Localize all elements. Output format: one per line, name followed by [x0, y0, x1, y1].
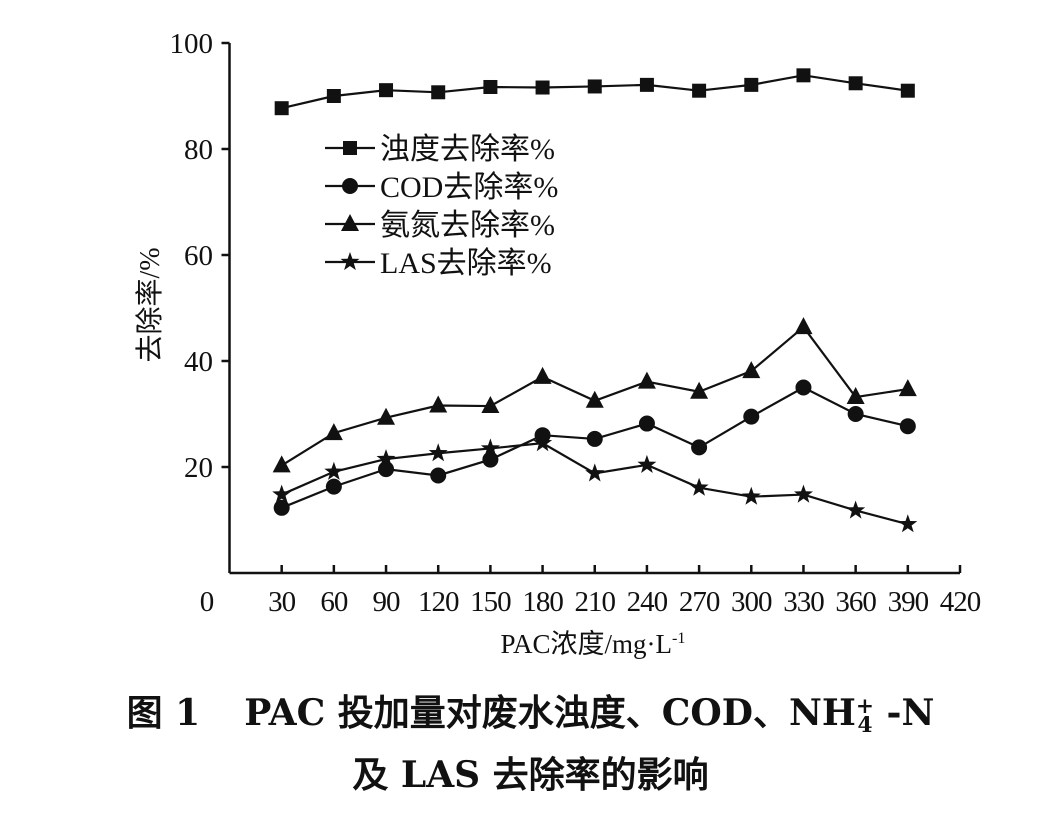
data-point-star — [794, 484, 813, 503]
figure-number: 图 1 — [126, 692, 201, 734]
x-tick-label: 180 — [522, 586, 563, 618]
legend-marker-circle — [342, 178, 358, 194]
data-point-square — [431, 85, 446, 100]
legend-marker-star — [340, 252, 360, 271]
legend-marker-square — [343, 141, 357, 155]
data-point-triangle — [533, 366, 552, 384]
data-point-star — [480, 438, 500, 457]
data-point-circle — [847, 406, 864, 422]
x-tick-label: 90 — [373, 586, 401, 618]
data-point-triangle — [324, 423, 343, 441]
data-point-circle — [795, 379, 812, 396]
legend-label: COD去除率% — [380, 171, 558, 204]
data-point-circle — [430, 467, 447, 484]
x-axis-label-text: PAC浓度/mg·L — [500, 629, 673, 659]
x-tick-label: 60 — [320, 586, 348, 618]
data-point-star — [428, 443, 448, 462]
x-tick-label: 150 — [470, 586, 511, 618]
data-point-square — [900, 83, 915, 98]
x-tick-label: 270 — [679, 586, 720, 618]
data-point-triangle — [742, 361, 761, 379]
data-point-star — [637, 454, 657, 473]
data-point-triangle — [585, 390, 604, 408]
data-point-square — [483, 79, 498, 94]
data-point-square — [535, 80, 550, 95]
x-tick-label: 420 — [940, 586, 981, 618]
y-tick-label: 80 — [184, 134, 213, 166]
data-point-star — [898, 514, 918, 533]
data-point-triangle — [846, 387, 865, 405]
data-point-square — [848, 76, 863, 91]
data-point-circle — [378, 461, 395, 478]
x-axis-label: PAC浓度/mg·L-1 — [0, 622, 1061, 661]
x-tick-label: 210 — [575, 586, 616, 618]
legend-label: 氨氮去除率% — [380, 209, 555, 242]
x-tick-label: 300 — [731, 586, 772, 618]
data-point-circle — [273, 499, 290, 516]
data-point-star — [376, 449, 396, 468]
legend-label: LAS去除率% — [380, 247, 552, 280]
data-point-square — [379, 83, 394, 98]
data-point-star — [585, 463, 605, 482]
x-tick-label: 30 — [268, 586, 296, 618]
data-point-square — [692, 83, 707, 98]
figure-caption-line1: 图 1 PAC 投加量对废水浊度、COD、NH +4 -N — [0, 684, 1061, 738]
data-point-triangle — [429, 395, 448, 413]
x-tick-label: 0 — [200, 586, 215, 618]
data-point-triangle — [637, 371, 656, 389]
data-point-circle — [586, 430, 603, 447]
data-point-circle — [325, 478, 342, 495]
data-point-circle — [899, 418, 916, 435]
x-axis-label-exponent: -1 — [672, 629, 686, 647]
data-point-square — [274, 101, 289, 116]
data-point-star — [533, 433, 553, 452]
x-tick-label: 330 — [783, 586, 824, 618]
data-point-triangle — [898, 379, 917, 397]
data-point-star — [689, 477, 709, 496]
x-tick-label: 390 — [888, 586, 929, 618]
data-point-circle — [638, 415, 655, 432]
data-point-circle — [743, 408, 760, 425]
data-point-triangle — [377, 407, 396, 425]
caption-text: PAC 投加量对废水浊度、COD、NH — [244, 692, 856, 734]
data-point-star — [846, 500, 866, 519]
data-point-square — [796, 68, 811, 83]
y-tick-label: 60 — [184, 240, 213, 272]
data-point-triangle — [272, 455, 291, 473]
data-point-triangle — [794, 317, 813, 335]
x-tick-label: 360 — [835, 586, 876, 618]
y-tick-label: 20 — [184, 452, 213, 484]
data-point-square — [587, 79, 602, 94]
data-point-star — [324, 461, 344, 480]
y-axis-label: 去除率/% — [135, 247, 166, 363]
data-point-star — [741, 486, 761, 505]
data-point-star — [272, 484, 292, 503]
data-point-square — [326, 89, 341, 103]
y-tick-label: 40 — [184, 346, 213, 378]
data-point-square — [744, 77, 759, 92]
series-line-3 — [281, 442, 909, 526]
legend-label: 浊度去除率% — [380, 133, 555, 166]
y-tick-label: 100 — [170, 28, 214, 60]
figure-caption-line2: 及 LAS 去除率的影响 — [352, 754, 709, 796]
x-tick-label: 120 — [418, 586, 459, 618]
data-point-circle — [482, 451, 499, 468]
data-point-circle — [691, 439, 708, 456]
data-point-square — [639, 77, 654, 92]
x-tick-label: 240 — [627, 586, 668, 618]
data-point-triangle — [481, 396, 500, 414]
data-point-triangle — [690, 381, 709, 399]
caption-superscript: + — [855, 693, 875, 719]
caption-tail: -N — [874, 692, 935, 734]
caption-subscript: 4 — [857, 713, 873, 738]
legend-marker-triangle — [341, 214, 359, 231]
